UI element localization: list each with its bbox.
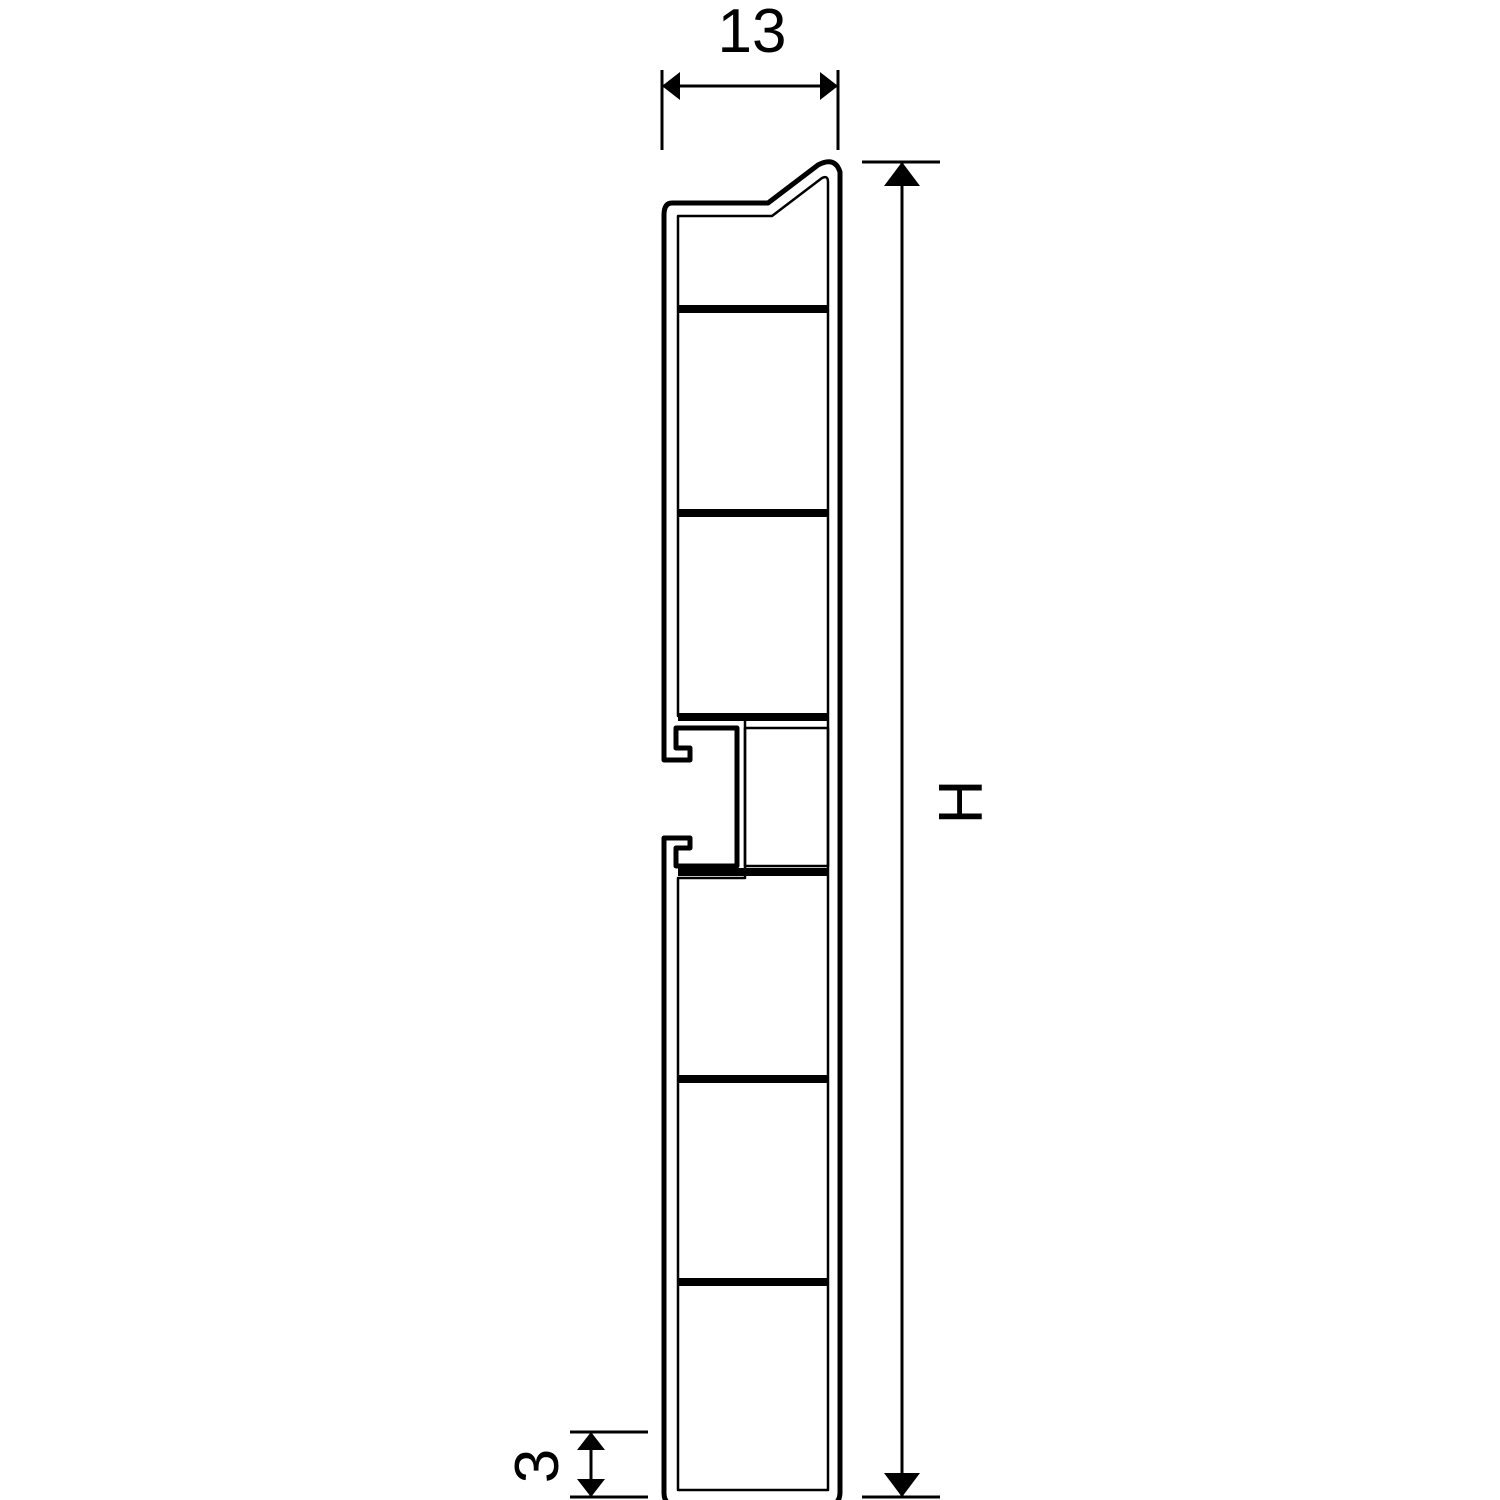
height-dimension-label: H	[927, 780, 996, 825]
web-2	[678, 509, 828, 517]
lip-dimension: 3	[503, 1430, 648, 1499]
web-6	[678, 1278, 828, 1286]
lip-dimension-label: 3	[503, 1449, 572, 1483]
web-4	[678, 868, 828, 876]
height-arrow-bottom	[884, 1473, 920, 1497]
width-arrow-left	[662, 72, 680, 100]
web-5	[678, 1075, 828, 1083]
lip-arrow-bottom	[577, 1479, 605, 1497]
profile-inner-wall	[676, 175, 830, 1492]
middle-chamber	[743, 726, 830, 868]
web-1	[678, 305, 828, 313]
height-arrow-top	[884, 162, 920, 186]
width-dimension: 13	[660, 0, 840, 150]
profile-outer-contour	[661, 159, 843, 1500]
web-3	[678, 713, 828, 721]
width-arrow-right	[820, 72, 838, 100]
lip-arrow-top	[577, 1432, 605, 1450]
width-dimension-label: 13	[718, 0, 787, 66]
skirting-profile	[661, 159, 843, 1500]
height-dimension: H	[862, 160, 996, 1499]
